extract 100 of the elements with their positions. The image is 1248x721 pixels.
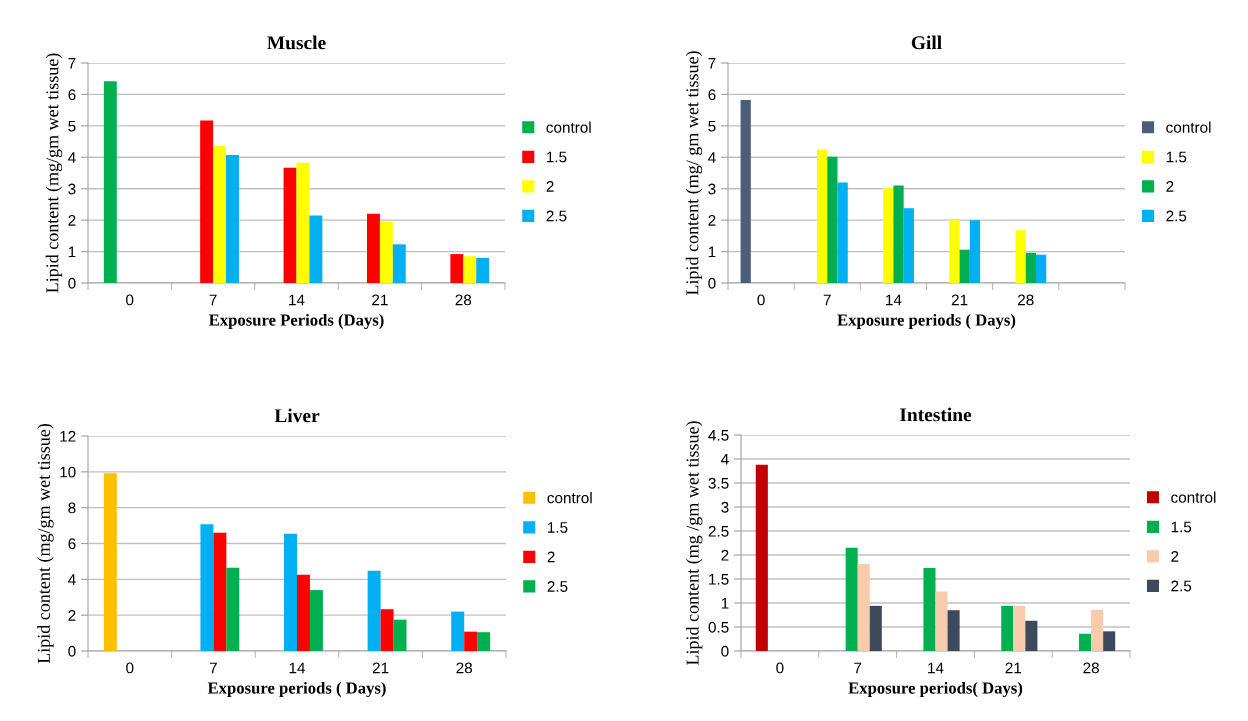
bar — [845, 547, 858, 651]
y-axis-title: Lipid content (mg /gm wet tissue) — [685, 421, 703, 666]
y-tick-label: 6 — [68, 89, 76, 101]
bar — [200, 120, 214, 283]
x-tick-label: 21 — [1005, 662, 1022, 674]
bar — [816, 149, 828, 283]
y-tick-label: 1 — [708, 246, 716, 258]
bar — [827, 156, 838, 283]
bar — [1013, 605, 1026, 651]
y-tick-label: 8 — [68, 502, 76, 514]
bar — [869, 605, 882, 651]
y-tick-label: 7 — [708, 58, 716, 69]
bar — [969, 220, 981, 283]
bar — [1079, 633, 1092, 651]
bar — [296, 162, 310, 283]
x-tick-label: 7 — [854, 662, 862, 674]
legend-label: control — [546, 121, 591, 133]
y-tick-label: 0 — [708, 277, 716, 289]
x-tick-label: 14 — [886, 294, 902, 306]
bar — [367, 570, 381, 651]
bar — [857, 564, 870, 651]
chart-title: Liver — [274, 408, 320, 423]
y-tick-label: 2 — [68, 215, 76, 226]
chart-title: Muscle — [267, 35, 326, 50]
y-tick-label: 4.5 — [708, 430, 729, 441]
y-tick-label: 4 — [721, 454, 729, 465]
bar — [883, 187, 894, 283]
legend-label: 2 — [547, 551, 555, 563]
y-tick-label: 4 — [708, 152, 716, 163]
y-axis-title: Lipid content (mg/gm wet tissue) — [37, 423, 54, 664]
bar — [463, 256, 477, 283]
y-tick-label: 2 — [708, 215, 716, 226]
bar — [309, 590, 323, 651]
y-tick-label: 6 — [708, 89, 716, 101]
x-tick-label: 14 — [289, 294, 305, 306]
x-axis-title: Exposure periods ( Days) — [837, 313, 1016, 330]
bar — [1025, 252, 1037, 283]
y-tick-label: 3 — [721, 501, 729, 513]
x-tick-label: 0 — [126, 662, 134, 674]
legend-label: control — [547, 492, 592, 504]
bar — [949, 220, 960, 283]
bar — [200, 524, 214, 651]
bar — [297, 574, 310, 651]
x-axis-title: Exposure periods( Days) — [848, 681, 1023, 698]
y-tick-label: 1 — [721, 598, 729, 609]
legend-label: 1.5 — [548, 522, 568, 533]
y-tick-label: 0 — [68, 645, 76, 657]
bar — [213, 532, 227, 651]
bar — [309, 215, 323, 283]
y-tick-label: 3 — [708, 183, 716, 195]
bar — [1036, 254, 1047, 283]
bar — [226, 567, 240, 651]
bar — [1025, 620, 1038, 651]
legend-label: 2.5 — [546, 210, 567, 222]
legend-label: 1.5 — [1166, 151, 1187, 163]
x-tick-label: 7 — [209, 662, 217, 674]
y-tick-label: 10 — [60, 466, 76, 478]
y-tick-label: 5 — [68, 120, 76, 132]
bar — [477, 632, 491, 651]
bar — [283, 167, 297, 283]
bar — [959, 249, 970, 283]
y-tick-label: 2 — [68, 610, 76, 621]
bar — [923, 567, 936, 651]
bar — [740, 100, 751, 283]
x-tick-label: 0 — [757, 294, 765, 306]
y-axis-title: Lipid content (mg/ gm wet tissue) — [685, 51, 703, 296]
bar — [947, 610, 960, 651]
bar — [755, 464, 768, 651]
y-tick-label: 7 — [68, 58, 76, 69]
bar — [392, 244, 406, 283]
y-tick-label: 3.5 — [708, 477, 729, 489]
y-tick-label: 4 — [68, 152, 76, 163]
y-axis-title: Lipid content (mg/gm wet tissue) — [45, 53, 63, 293]
bar — [226, 155, 239, 283]
x-tick-label: 21 — [951, 294, 968, 306]
y-tick-label: 0.5 — [708, 621, 729, 633]
y-tick-label: 6 — [68, 538, 76, 550]
x-tick-label: 28 — [1083, 662, 1099, 674]
bar — [476, 257, 490, 283]
bar — [103, 81, 117, 283]
y-tick-label: 1.5 — [709, 574, 729, 585]
chart-title: Gill — [911, 35, 942, 50]
legend-label: 2.5 — [547, 581, 568, 592]
x-tick-label: 28 — [456, 662, 473, 674]
bar — [380, 609, 394, 651]
legend-label: control — [1166, 121, 1211, 133]
x-tick-label: 7 — [209, 294, 217, 306]
bar — [393, 619, 407, 651]
y-tick-label: 0 — [721, 645, 729, 657]
bar — [450, 254, 464, 283]
legend-label: 1.5 — [1171, 521, 1192, 533]
bar — [379, 221, 393, 283]
x-axis-title: Exposure Periods (Days) — [208, 313, 384, 330]
bar — [1015, 230, 1026, 283]
x-tick-label: 0 — [126, 294, 134, 306]
legend-label: 2 — [546, 181, 554, 192]
legend-label: control — [1171, 491, 1216, 503]
bar — [935, 591, 948, 651]
bar — [451, 611, 465, 651]
legend-label: 2.5 — [1166, 210, 1187, 222]
